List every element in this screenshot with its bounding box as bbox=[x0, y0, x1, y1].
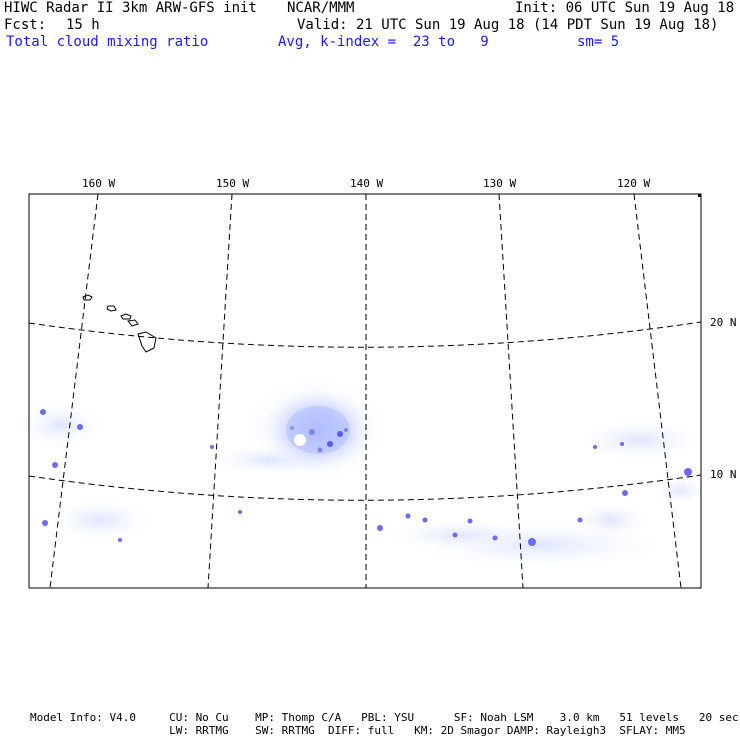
k-index-range: Avg, k-index = 23 to 9 bbox=[278, 34, 489, 50]
init-time: Init: 06 UTC Sun 19 Aug 18 bbox=[515, 0, 735, 16]
field-name: Total cloud mixing ratio bbox=[6, 34, 209, 50]
org-label: NCAR/MMM bbox=[287, 0, 355, 16]
hawaii-islands bbox=[82, 294, 157, 353]
forecast-hour: 15 h bbox=[66, 17, 100, 33]
lon-label-140w: 140 W bbox=[350, 177, 384, 190]
storm-system bbox=[263, 388, 373, 472]
lon-label-150w: 150 W bbox=[216, 177, 250, 190]
forecast-label: Fcst: bbox=[4, 17, 47, 33]
model-info-line-1: Model Info: V4.0 CU: No Cu MP: Thomp C/A… bbox=[30, 711, 739, 724]
graticule bbox=[28, 193, 702, 589]
smoothing-value: sm= 5 bbox=[577, 34, 620, 50]
model-title: HIWC Radar II 3km ARW-GFS init bbox=[4, 0, 257, 16]
lat-label-10n: 10 N bbox=[710, 468, 737, 481]
model-info-line-2: LW: RRTMG SW: RRTMG DIFF: full KM: 2D Sm… bbox=[30, 724, 686, 737]
lon-label-120w: 120 W bbox=[617, 177, 651, 190]
lat-label-20n: 20 N bbox=[710, 316, 737, 329]
cloud-cells-dark bbox=[40, 409, 692, 546]
lon-label-160w: 160 W bbox=[82, 177, 116, 190]
valid-time: Valid: 21 UTC Sun 19 Aug 18 (14 PDT Sun … bbox=[297, 17, 719, 33]
map-frame bbox=[28, 193, 702, 589]
lon-label-130w: 130 W bbox=[483, 177, 517, 190]
